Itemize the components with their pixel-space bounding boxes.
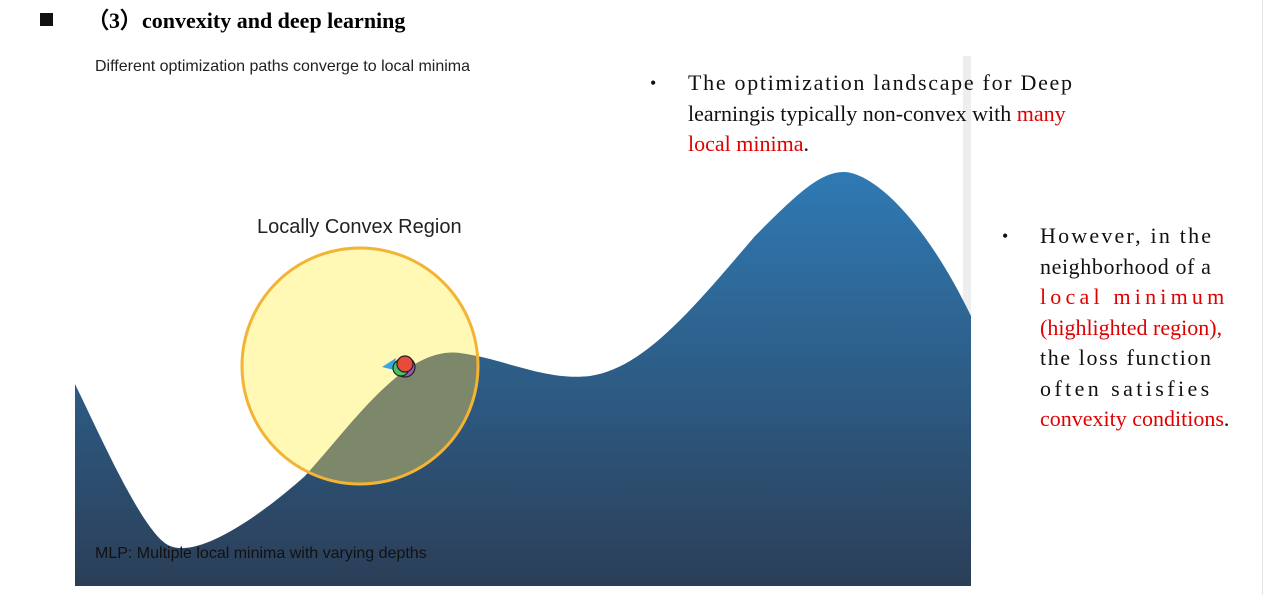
loss-landscape-svg: Different optimization paths converge to… bbox=[75, 46, 971, 586]
optimizer-marker-red bbox=[396, 355, 414, 373]
convex-region-outline bbox=[240, 246, 480, 486]
bullet-local-convexity: • However, in the neighborhood of a loca… bbox=[1002, 221, 1264, 441]
bullet-nonconvex-line-2: learningis typically non-convex with man… bbox=[688, 100, 1066, 126]
bullet-nonconvex-line-3: local minima. bbox=[688, 131, 809, 156]
bullet-local-convexity-line-7: convexity conditions. bbox=[1040, 406, 1230, 431]
bullet-nonconvex-text: The optimization landscape for Deep lear… bbox=[688, 68, 1170, 160]
optimizer-markers bbox=[382, 355, 416, 378]
bullet-local-convexity-text: However, in the neighborhood of a local … bbox=[1040, 221, 1262, 435]
bullet-local-convexity-line-3: local minimum bbox=[1040, 284, 1229, 309]
bullet-local-convexity-line-6: often satisfies bbox=[1040, 375, 1213, 401]
figure-title: Different optimization paths converge to… bbox=[95, 58, 470, 75]
figure-caption: MLP: Multiple local minima with varying … bbox=[95, 545, 427, 562]
loss-surface bbox=[75, 171, 971, 586]
bullet-local-convexity-line-5: the loss function bbox=[1040, 345, 1213, 370]
bullet-local-convexity-line-1: However, in the bbox=[1040, 223, 1214, 248]
bullet-nonconvex-line-1: The optimization landscape for Deep bbox=[688, 70, 1074, 95]
section-heading-text: （3）convexity and deep learning bbox=[87, 8, 406, 33]
bullet-local-convexity-line-4: (highlighted region), bbox=[1040, 314, 1223, 340]
loss-landscape-figure: Different optimization paths converge to… bbox=[75, 46, 971, 586]
figure-scrollbar-track bbox=[963, 56, 971, 316]
bullet-local-convexity-line-2: neighborhood of a bbox=[1040, 253, 1212, 279]
bullet-dot-icon: • bbox=[1002, 226, 1009, 246]
page-right-border bbox=[1262, 0, 1263, 595]
square-bullet-icon bbox=[40, 12, 53, 26]
section-heading: （3）convexity and deep learning bbox=[40, 4, 405, 34]
bullet-nonconvex: • The optimization landscape for Deep le… bbox=[650, 68, 1170, 168]
convex-region-label: Locally Convex Region bbox=[257, 216, 462, 238]
bullet-dot-icon: • bbox=[650, 73, 657, 93]
